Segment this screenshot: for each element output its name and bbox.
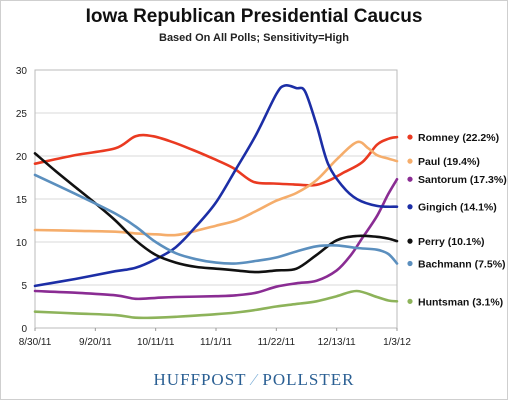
legend-label: Romney (22.2%) [418, 132, 499, 144]
legend-marker [407, 158, 413, 164]
x-tick-label: 12/13/11 [318, 337, 357, 348]
x-tick-label: 11/22/11 [258, 337, 296, 348]
huffpost-wordmark: HUFFPOST [153, 370, 247, 389]
legend-label: Gingich (14.1%) [418, 202, 497, 214]
legend-label: Paul (19.4%) [418, 156, 480, 168]
x-tick-label: 10/11/11 [137, 337, 175, 348]
logo-slash-icon: ⁄ [252, 370, 257, 389]
chart-subtitle: Based On All Polls; Sensitivity=High [159, 32, 349, 44]
legend-label: Santorum (17.3%) [418, 174, 507, 186]
y-tick-label: 25 [16, 109, 28, 120]
legend-marker [407, 298, 413, 304]
x-tick-label: 9/20/11 [79, 337, 112, 348]
y-tick-label: 30 [16, 66, 28, 77]
legend-marker [407, 134, 413, 140]
pollster-wordmark: POLLSTER [262, 370, 355, 389]
x-tick-label: 8/30/11 [19, 337, 52, 348]
chart-title: Iowa Republican Presidential Caucus [85, 6, 423, 27]
series-line [33, 140, 399, 237]
y-tick-label: 15 [16, 195, 28, 206]
x-tick-label: 11/1/11 [200, 337, 232, 348]
legend-marker [407, 238, 413, 244]
series-line [33, 289, 399, 320]
legend-label: Bachmann (7.5%) [418, 259, 506, 271]
y-tick-label: 0 [21, 324, 27, 335]
y-tick-label: 10 [16, 238, 28, 249]
x-tick-label: 1/3/12 [383, 337, 411, 348]
legend-marker [407, 204, 413, 210]
legend-marker [407, 176, 413, 182]
legend-label: Huntsman (3.1%) [418, 296, 503, 308]
series-line [33, 173, 399, 265]
y-tick-label: 20 [16, 152, 28, 163]
legend-label: Perry (10.1%) [418, 236, 485, 248]
legend-marker [407, 260, 413, 267]
series-line [33, 133, 399, 187]
series-line [33, 152, 399, 274]
y-tick-label: 5 [21, 281, 27, 292]
series-line [33, 83, 399, 288]
huffpost-pollster-logo: HUFFPOST ⁄ POLLSTER [0, 370, 508, 390]
